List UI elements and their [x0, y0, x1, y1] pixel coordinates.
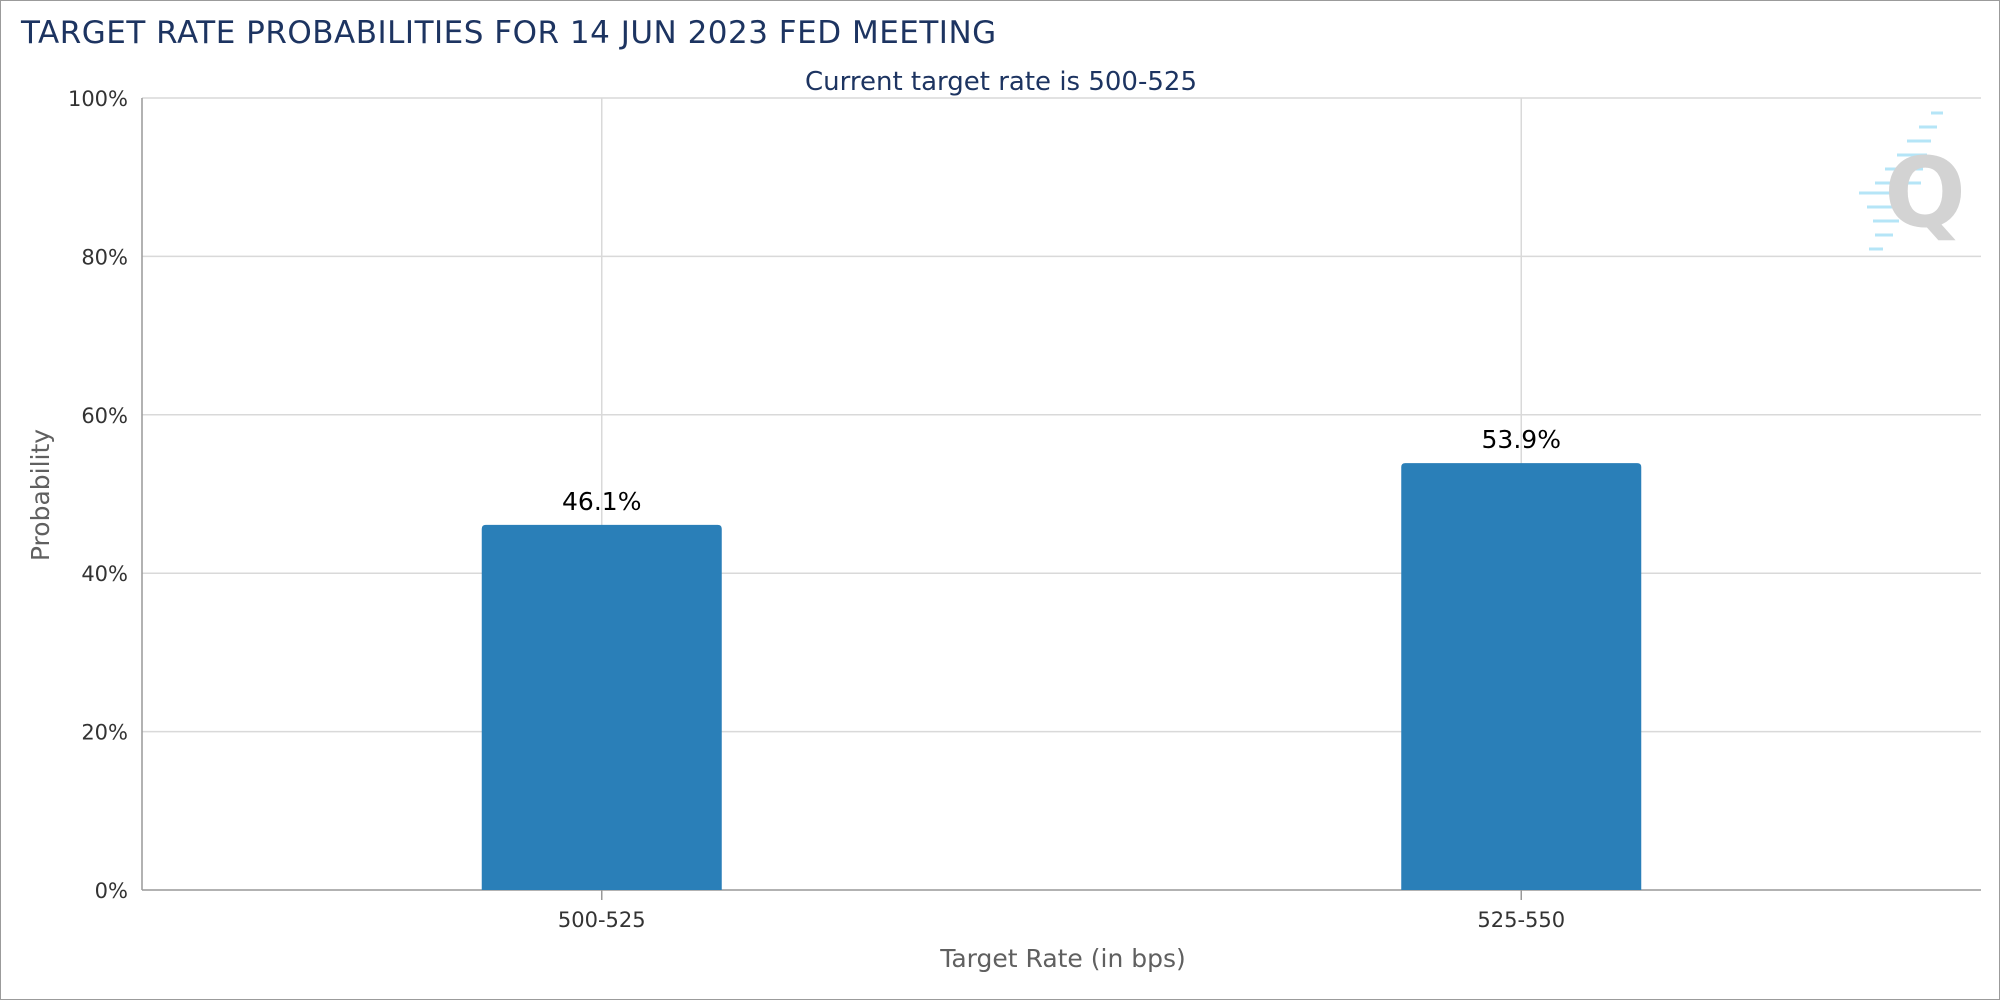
y-tick-label: 80%	[81, 245, 128, 269]
x-tick-label: 525-550	[1477, 908, 1565, 932]
y-tick-label: 0%	[95, 879, 128, 903]
q-logo-icon: Q	[1859, 111, 1966, 251]
grid-lines	[141, 97, 1981, 891]
data-labels: 46.1% 53.9%	[562, 425, 1561, 516]
x-axis-ticks: 500-525 525-550	[558, 890, 1565, 932]
chart-title: TARGET RATE PROBABILITIES FOR 14 JUN 202…	[20, 15, 997, 51]
y-axis-title: Probability	[26, 429, 55, 561]
data-label-525-550: 53.9%	[1482, 425, 1561, 454]
bar-500-525[interactable]	[481, 524, 722, 890]
x-axis-title: Target Rate (in bps)	[939, 944, 1186, 973]
y-tick-label: 60%	[81, 404, 128, 428]
data-label-500-525: 46.1%	[562, 487, 641, 516]
bar-525-550[interactable]	[1401, 463, 1642, 890]
y-tick-label: 100%	[68, 87, 128, 111]
chart-subtitle: Current target rate is 500-525	[805, 67, 1197, 97]
y-tick-label: 20%	[81, 721, 128, 745]
svg-text:Q: Q	[1884, 137, 1966, 249]
y-tick-label: 40%	[81, 562, 128, 586]
bars	[481, 463, 1642, 890]
y-axis-ticks: 0% 20% 40% 60% 80% 100%	[68, 87, 128, 903]
x-tick-label: 500-525	[558, 908, 646, 932]
